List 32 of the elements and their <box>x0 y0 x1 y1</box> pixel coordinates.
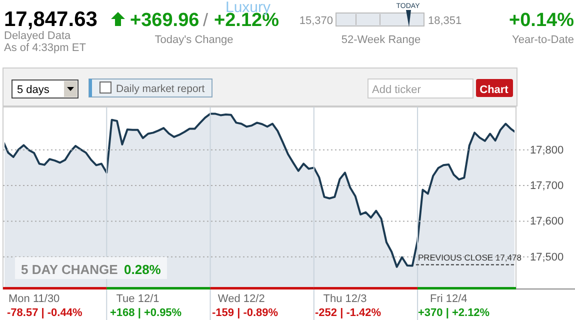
text: / <box>203 10 208 30</box>
text: Daily market report <box>116 83 205 95</box>
x-tick-label: Wed 12/2 <box>218 292 265 305</box>
y-tick-label: 17,800 <box>530 144 564 156</box>
annotation: 5 DAY CHANGE <box>21 262 118 277</box>
y-tick-label: 17,700 <box>530 180 564 192</box>
text: 18,351 <box>428 15 462 27</box>
y-tick-label: 17,600 <box>530 216 564 228</box>
ref-line-label: PREVIOUS CLOSE 17,478 <box>418 252 522 263</box>
text: +370 | +2.12% <box>418 307 490 319</box>
text: Today's Change <box>154 34 234 46</box>
text: 5 days <box>17 84 50 96</box>
text: Chart <box>480 84 509 96</box>
text: Year-to-Date <box>512 34 574 46</box>
y-tick-label: 17,500 <box>530 251 564 264</box>
x-tick-label: Fri 12/4 <box>430 292 468 305</box>
x-tick-label: Thu 12/3 <box>323 292 367 305</box>
text: Add ticker <box>372 84 422 96</box>
text: -159 | -0.89% <box>212 307 278 319</box>
text: -78.57 | -0.44% <box>7 307 82 319</box>
x-tick-label: Tue 12/1 <box>116 292 160 305</box>
text: 15,370 <box>299 15 333 27</box>
text: +168 | +0.95% <box>110 307 182 319</box>
text: As of 4:33pm ET <box>4 42 86 54</box>
annotation: 0.28% <box>124 262 162 277</box>
text: +0.14% <box>509 10 574 31</box>
text: 52-Week Range <box>341 34 421 46</box>
text: +369.96 <box>130 10 200 31</box>
text: 17,847.63 <box>4 8 98 31</box>
x-tick-label: Mon 11/30 <box>8 292 60 305</box>
text: Delayed Data <box>4 30 72 42</box>
text: -252 | -1.42% <box>315 307 382 319</box>
